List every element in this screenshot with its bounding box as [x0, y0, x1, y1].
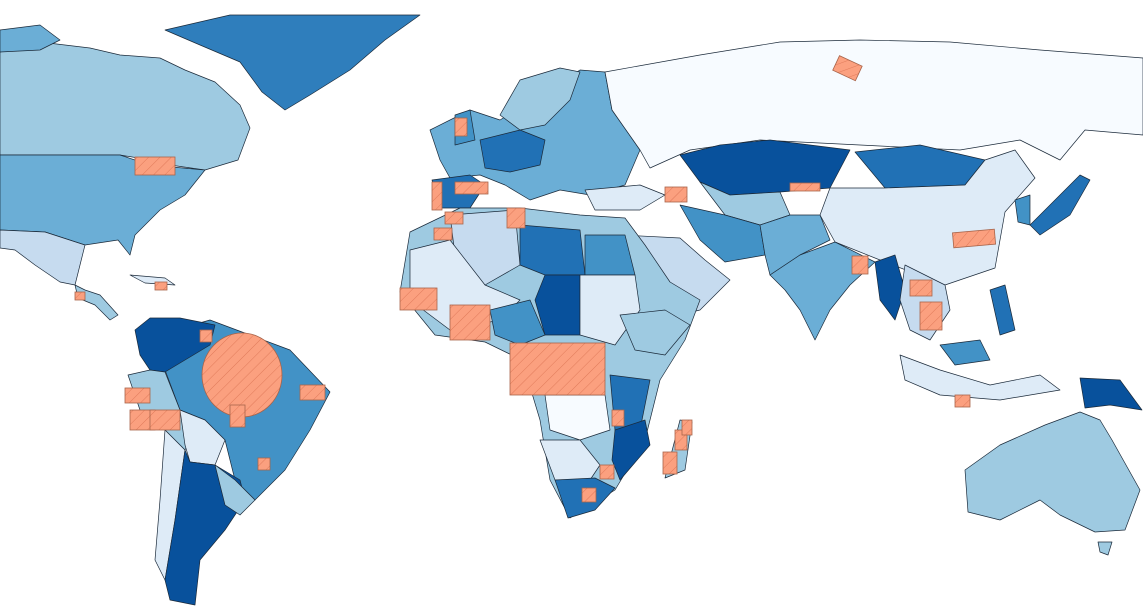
- malaysia: [939, 339, 991, 366]
- hatched-region: [952, 228, 997, 249]
- tasmania: [1097, 541, 1113, 556]
- central-america: [74, 284, 119, 321]
- hatched-region: [509, 342, 606, 396]
- mexico: [0, 229, 86, 286]
- scandinavia: [499, 67, 581, 131]
- korea: [1014, 194, 1031, 226]
- countries: [0, 14, 1143, 606]
- myanmar: [874, 254, 906, 321]
- australia: [964, 411, 1141, 533]
- hatched-region: [919, 301, 943, 331]
- hatched-region: [454, 117, 468, 137]
- hatched-region: [611, 409, 625, 427]
- philippines: [989, 284, 1016, 336]
- greenland: [164, 14, 421, 111]
- chad: [534, 274, 581, 336]
- hatched-region: [506, 207, 526, 229]
- hatched-region: [134, 156, 176, 176]
- hatched-region: [124, 387, 151, 404]
- russia: [604, 39, 1143, 169]
- hatched-region: [154, 281, 168, 291]
- japan: [1029, 174, 1091, 236]
- cuba: [129, 274, 176, 286]
- namibia-botswana: [539, 439, 601, 481]
- hatched-region: [909, 279, 933, 297]
- hatched-region: [454, 181, 489, 195]
- hatched-region: [74, 291, 86, 301]
- hatched-region: [599, 464, 615, 480]
- hatched-region: [149, 409, 181, 431]
- uruguay-paraguay: [214, 464, 256, 516]
- india: [769, 241, 876, 341]
- hatched-region: [444, 211, 464, 225]
- hatched-region: [851, 255, 869, 275]
- hatched-region: [299, 384, 326, 401]
- mozambique: [611, 419, 651, 481]
- turkey: [584, 184, 666, 211]
- hatched-region: [257, 457, 271, 471]
- papua-new-guinea: [1079, 377, 1143, 411]
- hatched-region: [832, 55, 863, 82]
- hatched-region: [433, 227, 453, 241]
- canada: [0, 41, 251, 171]
- hatched-region: [662, 451, 678, 475]
- hatched-regions: [74, 55, 997, 503]
- hatched-region: [954, 394, 971, 408]
- nigeria: [489, 299, 546, 346]
- mongolia: [854, 144, 986, 189]
- hatched-region: [229, 404, 246, 428]
- indonesia: [899, 354, 1061, 401]
- hatched-region: [664, 186, 688, 203]
- hatched-region: [199, 329, 213, 343]
- colombia-venezuela: [134, 317, 216, 373]
- ethiopia: [619, 309, 691, 356]
- hatched-region: [201, 332, 283, 418]
- libya: [519, 224, 586, 276]
- hatched-region: [431, 181, 443, 211]
- hatched-region: [681, 419, 693, 436]
- hatched-region: [789, 182, 821, 192]
- hatched-region: [581, 487, 597, 503]
- hatched-region: [449, 304, 491, 341]
- afghanistan-pakistan: [759, 214, 831, 276]
- alaska: [0, 24, 61, 53]
- hatched-region: [399, 287, 438, 311]
